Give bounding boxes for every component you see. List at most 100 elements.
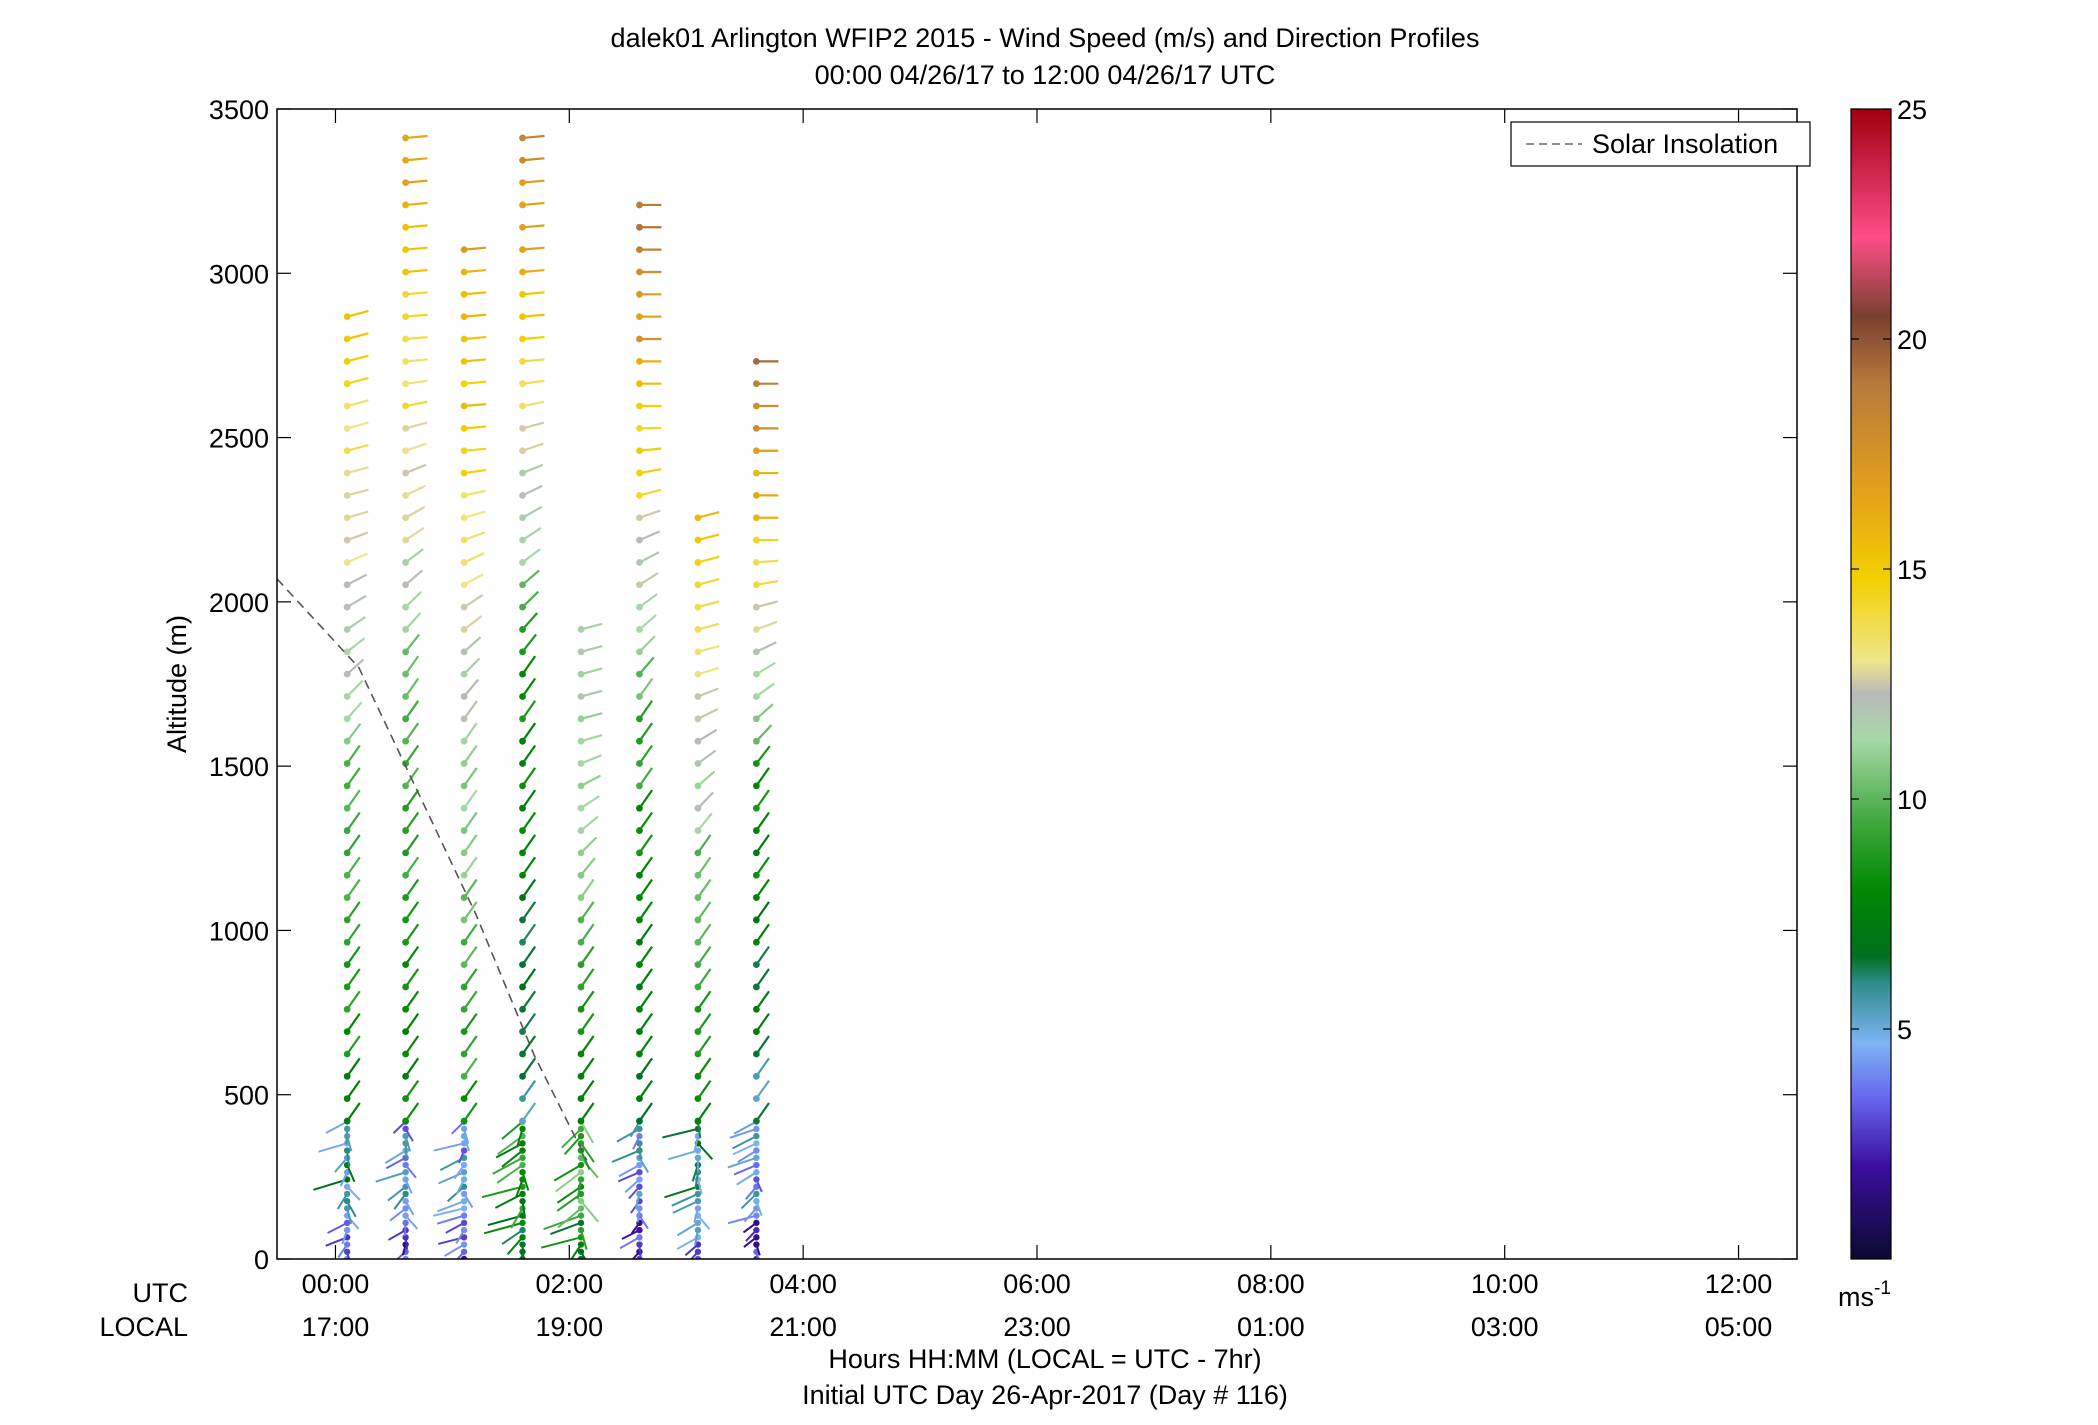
wind-barb-dot <box>460 1161 468 1169</box>
wind-barb <box>501 1120 524 1140</box>
wind-barb <box>639 488 662 497</box>
wind-barb <box>755 682 775 698</box>
wind-barb-dot <box>460 670 468 678</box>
wind-barb-dot <box>402 938 410 946</box>
chart-title: dalek01 Arlington WFIP2 2015 - Wind Spee… <box>611 23 1480 53</box>
wind-barb-dot <box>519 827 526 834</box>
wind-barb <box>346 616 366 631</box>
wind-barb <box>521 789 537 809</box>
wind-barb-dot <box>343 559 351 566</box>
wind-barb <box>697 1102 712 1122</box>
wind-barb-dot <box>577 938 585 946</box>
wind-barb <box>404 990 420 1010</box>
wind-barb-dot <box>519 1028 526 1036</box>
wind-barb <box>638 834 653 854</box>
y-tick-label: 2000 <box>209 588 269 618</box>
wind-barb <box>346 856 361 876</box>
wind-barb <box>404 722 420 742</box>
wind-barb-dot <box>343 938 351 946</box>
wind-barb-dot <box>694 1095 702 1103</box>
wind-barb <box>463 403 487 408</box>
wind-barb <box>576 1179 582 1200</box>
wind-barb <box>522 157 545 162</box>
wind-barb <box>438 1171 465 1185</box>
wind-barb-dot <box>694 760 702 767</box>
wind-barb <box>522 463 544 475</box>
wind-barb-dot <box>519 804 526 812</box>
legend: Solar Insolation <box>1510 121 1811 167</box>
wind-barb-dot <box>752 1095 760 1103</box>
wind-barb-dot <box>753 1234 760 1241</box>
wind-barb-dot <box>636 1132 643 1140</box>
wind-barb-dot <box>752 693 760 700</box>
x-tick-label-local: 21:00 <box>769 1312 837 1342</box>
wind-barb <box>404 1057 420 1077</box>
wind-barb-dot <box>402 626 410 633</box>
wind-barb-dot <box>402 1169 409 1176</box>
wind-barb <box>405 442 427 452</box>
wind-barb-dot <box>694 1147 702 1154</box>
wind-barb-dot <box>636 1190 643 1198</box>
wind-barb-dot <box>519 1140 526 1147</box>
wind-barb-dot <box>519 849 526 857</box>
wind-barb-dot <box>343 626 351 633</box>
wind-barb-dot <box>577 1125 585 1133</box>
wind-barb-dot <box>460 849 468 857</box>
wind-barb <box>697 791 714 809</box>
wind-barb <box>697 708 719 720</box>
wind-barb-dot <box>402 223 410 231</box>
wind-barb <box>616 1128 640 1143</box>
wind-barb <box>755 834 770 854</box>
wind-barb-dot <box>752 715 760 723</box>
wind-barb-dot <box>519 760 526 767</box>
x-row-label-local: LOCAL <box>99 1312 188 1342</box>
wind-barb <box>522 400 545 408</box>
wind-barb <box>463 744 478 765</box>
wind-barb <box>404 945 420 966</box>
wind-barb-dot <box>577 782 585 790</box>
wind-barb <box>638 1012 653 1033</box>
wind-barb-dot <box>402 581 410 589</box>
wind-barb-dot <box>694 1072 702 1080</box>
wind-barb <box>580 1080 595 1100</box>
wind-barb-dot <box>343 782 351 790</box>
wind-barb <box>463 447 487 452</box>
wind-barb <box>638 811 653 832</box>
wind-barb <box>638 878 653 899</box>
wind-barb-dot <box>460 357 468 365</box>
wind-barb <box>580 795 600 810</box>
wind-barb <box>501 1229 524 1245</box>
colorbar-tick-label: 10 <box>1897 785 1927 815</box>
wind-barb-dot <box>577 1147 585 1154</box>
wind-barb <box>405 400 428 408</box>
wind-barb <box>522 484 543 497</box>
wind-barb <box>755 856 770 876</box>
wind-barb <box>580 836 598 854</box>
wind-barb-dot <box>694 536 702 544</box>
wind-barb <box>755 923 770 943</box>
wind-barb-dot <box>343 380 351 388</box>
wind-barb <box>638 990 653 1010</box>
wind-barb-dot <box>460 1197 468 1205</box>
wind-barb <box>639 468 662 475</box>
wind-barb-dot <box>694 514 702 522</box>
wind-barb <box>697 749 717 765</box>
wind-barb-dot <box>460 1028 468 1036</box>
wind-barb-dot <box>753 1161 760 1169</box>
wind-barb <box>346 744 361 765</box>
wind-barb <box>740 1193 758 1210</box>
wind-barb-dot <box>402 1176 409 1183</box>
wind-barb-dot <box>694 916 702 924</box>
wind-barb-dot <box>636 536 643 544</box>
wind-barb <box>697 1080 712 1100</box>
wind-barb <box>756 600 778 609</box>
wind-barb <box>697 1142 714 1161</box>
x-tick-label-local: 05:00 <box>1705 1312 1773 1342</box>
wind-barb-dot <box>519 581 526 589</box>
wind-barb <box>404 1080 420 1100</box>
wind-barb-dot <box>402 849 410 857</box>
wind-barb <box>405 134 428 140</box>
x-tick-label-local: 17:00 <box>302 1312 370 1342</box>
x-row-label-utc: UTC <box>133 1278 189 1308</box>
wind-barb-dot <box>519 938 526 946</box>
